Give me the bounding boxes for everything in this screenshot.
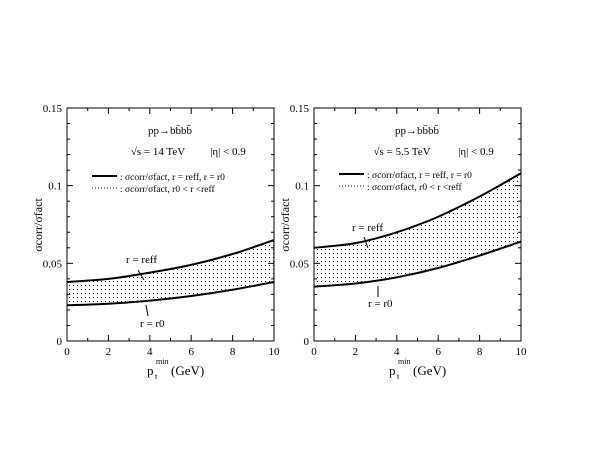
- x-tick-label: 10: [516, 346, 528, 358]
- y-tick-label: 0.1: [48, 181, 62, 193]
- left-line-r0: [66, 280, 275, 307]
- y-tick-label: 0.15: [290, 103, 310, 115]
- left-y-ticks: 0 0.05 0.1 0.15: [43, 103, 274, 348]
- left-x-label-sub: t: [155, 372, 158, 381]
- left-x-label-p: p: [147, 363, 154, 378]
- y-tick-label: 0.05: [290, 258, 310, 270]
- x-tick-label: 0: [311, 346, 317, 358]
- left-upper-curve-label: r = reff: [126, 254, 157, 266]
- x-tick-label: 2: [106, 346, 112, 358]
- left-legend-solid-text: : σcorr/σfact, r = reff, r = r0: [120, 172, 225, 183]
- y-tick-label: 0.1: [295, 181, 309, 193]
- left-plot-frame: [66, 107, 275, 342]
- right-x-label-sup: min: [398, 357, 410, 366]
- right-x-axis-label: p t min (GeV): [389, 357, 446, 381]
- y-tick-label: 0.15: [43, 103, 63, 115]
- left-x-axis-label: p t min (GeV): [147, 357, 204, 381]
- x-tick-label: 6: [435, 346, 441, 358]
- y-tick-label: 0: [304, 336, 310, 348]
- x-tick-label: 0: [64, 346, 70, 358]
- right-upper-arrow: [363, 236, 369, 249]
- right-legend-solid-text: : σcorr/σfact, r = reff, r = r0: [367, 170, 472, 181]
- right-line-r0: [313, 240, 522, 288]
- right-x-label-unit: (GeV): [413, 363, 446, 378]
- right-legend-dotted-text: : σcorr/σfact, r0 < r <reff: [367, 182, 462, 193]
- left-line-reff: [66, 239, 275, 283]
- left-energy-label: √s = 14 TeV: [131, 146, 185, 158]
- x-tick-label: 10: [269, 346, 281, 358]
- x-tick-label: 6: [188, 346, 194, 358]
- right-y-axis-label: σcorr/σfact: [278, 198, 292, 252]
- y-tick-label: 0.05: [43, 258, 63, 270]
- x-tick-label: 8: [477, 346, 483, 358]
- left-legend-dotted-text: : σcorr/σfact, r0 < r <reff: [120, 184, 215, 195]
- right-lower-curve-label: r = r0: [368, 298, 393, 310]
- left-x-label-sup: min: [156, 357, 168, 366]
- x-tick-label: 2: [353, 346, 359, 358]
- left-band-fill: [67, 240, 274, 306]
- right-chart-title: pp→bb̄bb̄: [395, 125, 440, 137]
- x-tick-label: 4: [147, 346, 153, 358]
- left-x-ticks: 0 2 4 6 8 10: [64, 108, 280, 358]
- right-x-label-sub: t: [397, 372, 400, 381]
- right-energy-label: √s = 5.5 TeV: [373, 146, 430, 158]
- left-chart: 0 2 4 6 8 10 0 0.05 0.1 0.15 pp→bb̄bb̄ √s = 14 T…: [31, 103, 280, 381]
- right-chart: 0 2 4 6 8 10 0 0.05 0.1 0.15 pp→bb̄bb̄ √s = 5.5 …: [278, 103, 527, 381]
- right-x-label-p: p: [389, 363, 396, 378]
- right-line-reff: [313, 172, 522, 249]
- left-upper-arrow: [137, 269, 145, 281]
- x-tick-label: 4: [394, 346, 400, 358]
- left-x-label-unit: (GeV): [171, 363, 204, 378]
- left-lower-curve-label: r = r0: [140, 318, 165, 330]
- left-chart-title: pp→bb̄bb̄: [148, 125, 193, 137]
- y-tick-label: 0: [57, 336, 63, 348]
- right-x-ticks: 0 2 4 6 8 10: [311, 108, 527, 358]
- right-eta-label: |η| < 0.9: [458, 146, 494, 158]
- right-upper-curve-label: r = reff: [352, 222, 383, 234]
- left-eta-label: |η| < 0.9: [210, 146, 246, 158]
- x-tick-label: 8: [230, 346, 236, 358]
- right-y-ticks: 0 0.05 0.1 0.15: [290, 103, 521, 348]
- left-y-axis-label: σcorr/σfact: [31, 198, 45, 252]
- left-lower-arrow: [145, 304, 149, 317]
